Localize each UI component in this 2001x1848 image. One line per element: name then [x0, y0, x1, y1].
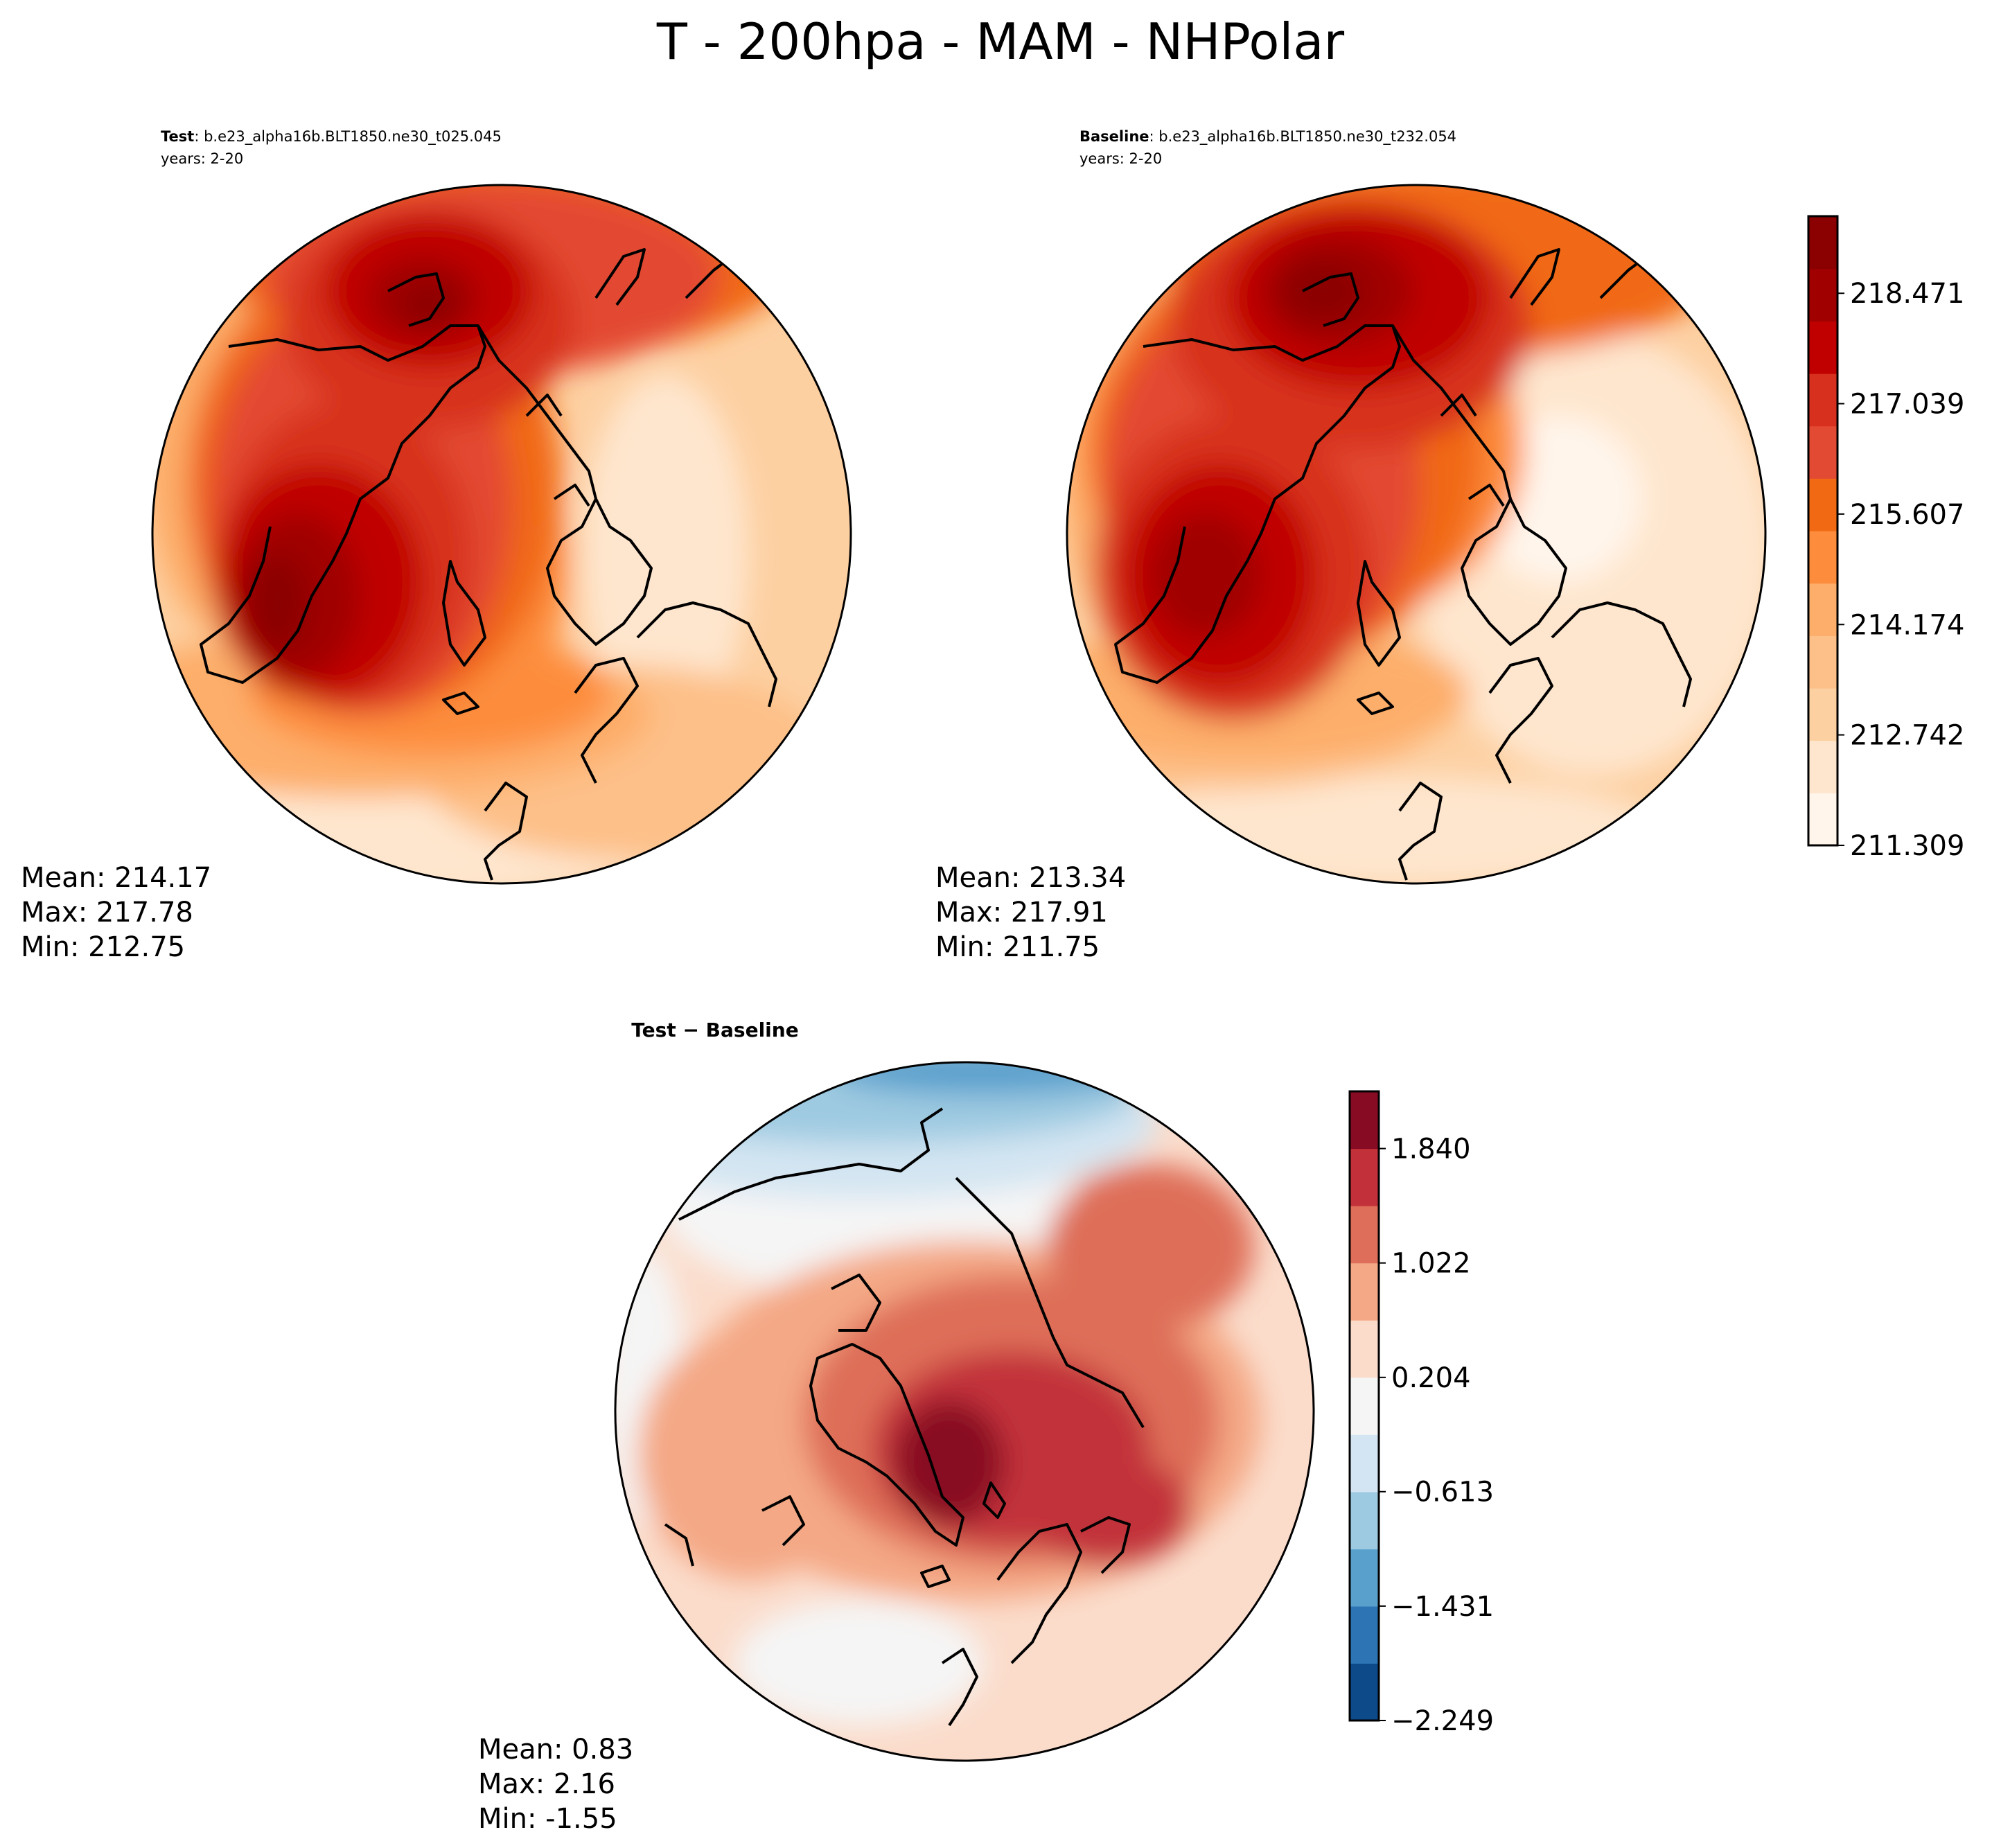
- baseline-mean: Mean: 213.34: [935, 862, 1126, 894]
- diff-max: Max: 2.16: [478, 1768, 615, 1800]
- diff-colorbar-tick-label: 1.840: [1391, 1134, 1471, 1165]
- test-min: Min: 212.75: [21, 931, 185, 963]
- diff-coastlines: [664, 1107, 1145, 1727]
- main-colorbar-tick-label: 215.607: [1850, 499, 1964, 531]
- main-colorbar-swatch: [1808, 373, 1837, 427]
- main-colorbar-swatch: [1808, 321, 1837, 374]
- baseline-coastlines: [1114, 248, 1692, 881]
- test-map: [152, 185, 851, 883]
- main-colorbar-swatch: [1808, 531, 1837, 584]
- diff-colorbar-tick-label: −0.613: [1391, 1477, 1494, 1508]
- main-colorbar-tick-label: 211.309: [1850, 830, 1964, 862]
- diff-colorbar-swatch: [1350, 1262, 1379, 1321]
- diff-map: [615, 1062, 1314, 1761]
- test-max: Max: 217.78: [21, 897, 193, 929]
- test-label-text: : b.e23_alpha16b.BLT1850.ne30_t025.045: [194, 128, 502, 146]
- main-colorbar-swatch: [1808, 635, 1837, 689]
- diff-map-boundary: [614, 1061, 1315, 1762]
- baseline-label-text: : b.e23_alpha16b.BLT1850.ne30_t232.054: [1149, 128, 1457, 146]
- main-colorbar-swatch: [1808, 425, 1837, 479]
- test-map-boundary: [151, 184, 852, 885]
- diff-colorbar-swatch: [1350, 1434, 1379, 1493]
- diff-title: Test − Baseline: [631, 1019, 798, 1041]
- diff-colorbar-swatch: [1350, 1206, 1379, 1264]
- main-colorbar-swatch: [1808, 268, 1837, 322]
- diff-colorbar-tick-label: −1.431: [1391, 1591, 1494, 1623]
- main-colorbar-swatch: [1808, 216, 1837, 270]
- test-years: years: 2-20: [161, 150, 243, 167]
- baseline-map-boundary: [1066, 184, 1767, 885]
- diff-panel: Test − Baseline: [478, 1019, 1315, 1835]
- baseline-years: years: 2-20: [1079, 150, 1162, 167]
- main-colorbar-swatch: [1808, 740, 1837, 793]
- diff-colorbar-swatch: [1350, 1491, 1379, 1549]
- diff-colorbar-tick-label: −2.249: [1391, 1705, 1494, 1737]
- figure-title: T - 200hpa - MAM - NHPolar: [656, 12, 1345, 71]
- test-coastlines: [200, 248, 777, 881]
- diff-colorbar-tick-label: 0.204: [1391, 1362, 1471, 1394]
- main-colorbar-swatch: [1808, 583, 1837, 636]
- diff-colorbar-swatch: [1350, 1549, 1379, 1607]
- main-colorbar-tick-label: 218.471: [1850, 278, 1964, 310]
- test-label-bold: Test: [161, 128, 194, 145]
- diff-colorbar-swatch: [1350, 1320, 1379, 1378]
- baseline-label-bold: Baseline: [1079, 128, 1149, 145]
- main-colorbar-tick-label: 212.742: [1850, 720, 1964, 752]
- diff-colorbar-tick-label: 1.022: [1391, 1248, 1471, 1280]
- baseline-min: Min: 211.75: [935, 931, 1100, 963]
- test-label: Test: b.e23_alpha16b.BLT1850.ne30_t025.0…: [161, 128, 502, 146]
- main-colorbar-frame: [1807, 215, 1839, 847]
- diff-mean: Mean: 0.83: [478, 1734, 633, 1766]
- baseline-max: Max: 217.91: [935, 897, 1108, 929]
- main-colorbar-swatch: [1808, 793, 1837, 846]
- diff-colorbar-swatch: [1350, 1377, 1379, 1435]
- main-colorbar-swatch: [1808, 688, 1837, 741]
- diff-colorbar-swatch: [1350, 1148, 1379, 1206]
- test-panel: Test: b.e23_alpha16b.BLT1850.ne30_t025.0…: [21, 128, 852, 963]
- diff-colorbar-swatch: [1350, 1605, 1379, 1664]
- baseline-panel: Baseline: b.e23_alpha16b.BLT1850.ne30_t2…: [935, 128, 1767, 963]
- diff-min: Min: -1.55: [478, 1803, 617, 1835]
- main-colorbar-swatch: [1808, 478, 1837, 531]
- test-mean: Mean: 214.17: [21, 862, 211, 894]
- main-colorbar-tick-label: 214.174: [1850, 609, 1964, 641]
- baseline-label: Baseline: b.e23_alpha16b.BLT1850.ne30_t2…: [1079, 128, 1456, 146]
- main-colorbar: 211.309 212.742 214.174 215.607 217.039 218.4…: [1807, 215, 1964, 862]
- baseline-map: [1067, 185, 1765, 883]
- diff-colorbar: −2.249 −1.431 −0.613 0.204 1.022 1.840: [1348, 1090, 1494, 1737]
- main-colorbar-tick-label: 217.039: [1850, 389, 1964, 421]
- diff-colorbar-swatch: [1350, 1091, 1379, 1150]
- diff-colorbar-frame: [1348, 1090, 1380, 1722]
- diff-colorbar-swatch: [1350, 1663, 1379, 1721]
